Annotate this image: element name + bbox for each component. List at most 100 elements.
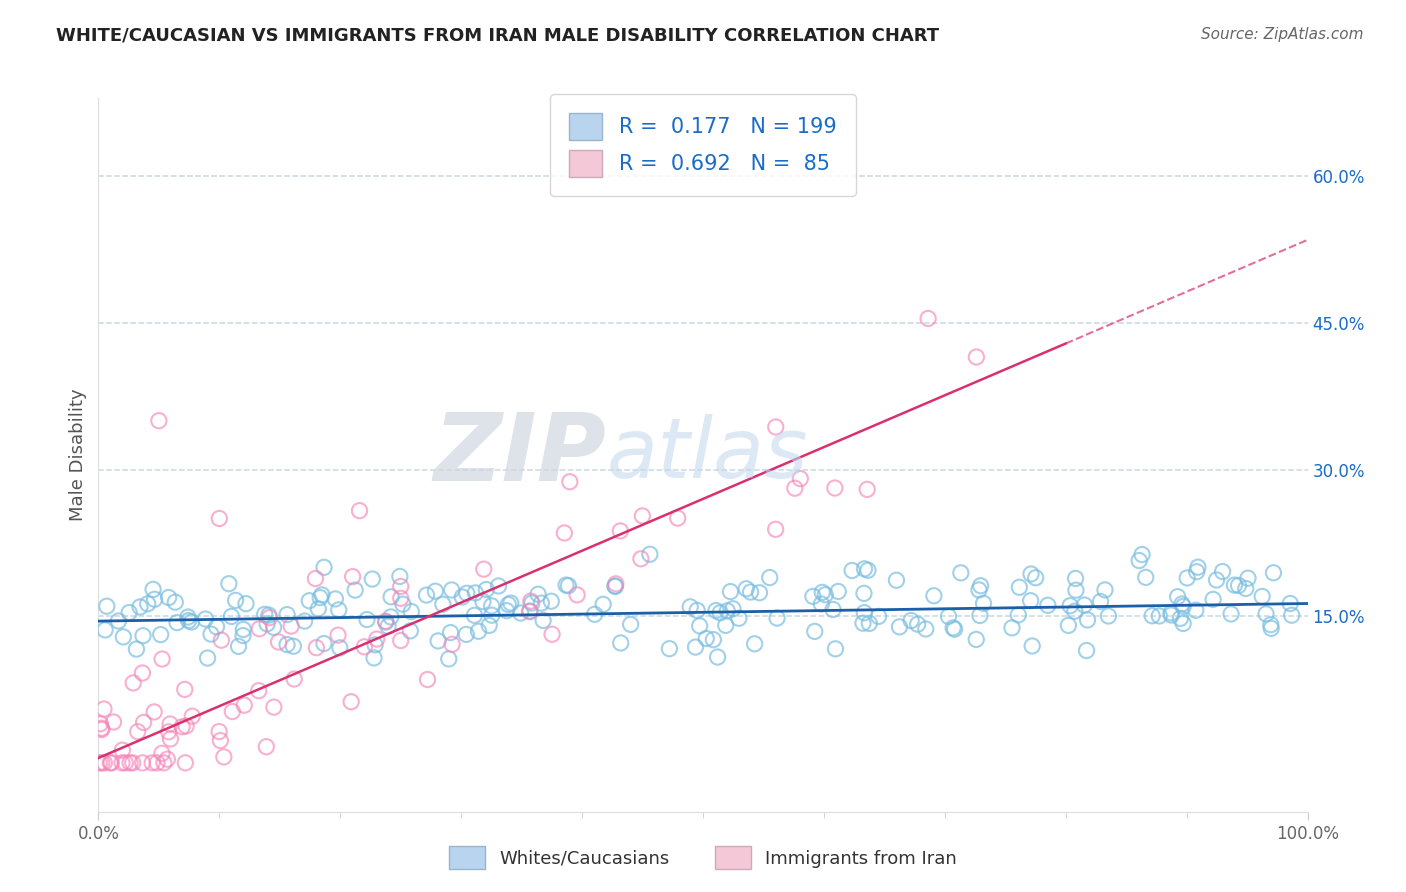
Point — [312, 560, 335, 574]
Text: WHITE/CAUCASIAN VS IMMIGRANTS FROM IRAN MALE DISABILITY CORRELATION CHART: WHITE/CAUCASIAN VS IMMIGRANTS FROM IRAN … — [56, 27, 939, 45]
Point — [541, 627, 564, 641]
Point — [276, 607, 298, 622]
Point — [325, 591, 347, 606]
Point — [456, 586, 478, 600]
Point — [1019, 593, 1042, 607]
Point — [658, 641, 681, 656]
Point — [232, 623, 254, 637]
Point — [1160, 606, 1182, 620]
Point — [716, 604, 738, 618]
Point — [605, 577, 627, 591]
Point — [481, 599, 503, 613]
Point — [1130, 548, 1153, 562]
Point — [1254, 607, 1277, 621]
Point — [1063, 604, 1085, 618]
Point — [90, 723, 112, 737]
Point — [235, 597, 257, 611]
Point — [922, 589, 945, 603]
Point — [685, 640, 707, 654]
Point — [766, 611, 789, 625]
Point — [156, 752, 179, 766]
Point — [416, 673, 439, 687]
Point — [267, 635, 290, 649]
Point — [340, 695, 363, 709]
Point — [583, 607, 606, 622]
Point — [720, 584, 742, 599]
Point — [1175, 571, 1198, 585]
Point — [415, 588, 437, 602]
Point — [1212, 565, 1234, 579]
Point — [1251, 590, 1274, 604]
Point — [1170, 611, 1192, 625]
Point — [150, 747, 173, 761]
Point — [312, 636, 335, 650]
Point — [748, 585, 770, 599]
Point — [553, 525, 575, 540]
Point — [131, 756, 153, 770]
Point — [1173, 616, 1195, 631]
Point — [159, 731, 181, 746]
Point — [686, 603, 709, 617]
Point — [1057, 618, 1080, 632]
Point — [973, 596, 995, 610]
Point — [900, 614, 922, 628]
Point — [765, 420, 787, 434]
Point — [520, 594, 543, 608]
Point — [377, 619, 399, 633]
Point — [856, 483, 879, 497]
Point — [283, 639, 305, 653]
Point — [392, 597, 415, 611]
Point — [98, 756, 121, 770]
Point — [401, 605, 423, 619]
Y-axis label: Male Disability: Male Disability — [69, 389, 87, 521]
Point — [1025, 571, 1047, 585]
Point — [605, 579, 627, 593]
Point — [1171, 597, 1194, 611]
Point — [254, 739, 277, 754]
Point — [209, 733, 232, 747]
Point — [157, 591, 180, 605]
Point — [283, 672, 305, 686]
Point — [758, 570, 780, 584]
Point — [141, 756, 163, 770]
Point — [131, 666, 153, 681]
Point — [824, 641, 846, 656]
Point — [1185, 603, 1208, 617]
Point — [132, 715, 155, 730]
Point — [425, 584, 447, 599]
Point — [374, 615, 396, 629]
Point — [969, 579, 991, 593]
Point — [1263, 566, 1285, 580]
Point — [305, 640, 328, 655]
Point — [592, 597, 614, 611]
Point — [735, 582, 758, 596]
Legend: Whites/Caucasians, Immigrants from Iran: Whites/Caucasians, Immigrants from Iran — [440, 838, 966, 879]
Point — [810, 597, 832, 611]
Point — [886, 573, 908, 587]
Point — [471, 594, 494, 608]
Point — [1260, 621, 1282, 635]
Point — [165, 595, 187, 609]
Point — [914, 622, 936, 636]
Point — [132, 629, 155, 643]
Point — [180, 615, 202, 629]
Point — [276, 638, 298, 652]
Point — [481, 608, 503, 623]
Point — [209, 633, 232, 648]
Point — [177, 614, 200, 628]
Point — [609, 636, 631, 650]
Point — [143, 705, 166, 719]
Point — [1001, 621, 1024, 635]
Point — [467, 624, 489, 639]
Point — [344, 583, 367, 598]
Point — [389, 591, 412, 606]
Point — [967, 582, 990, 597]
Point — [247, 683, 270, 698]
Point — [827, 584, 849, 599]
Point — [638, 547, 661, 561]
Point — [212, 750, 235, 764]
Point — [852, 586, 875, 600]
Point — [146, 756, 169, 770]
Point — [389, 579, 412, 593]
Point — [90, 756, 112, 770]
